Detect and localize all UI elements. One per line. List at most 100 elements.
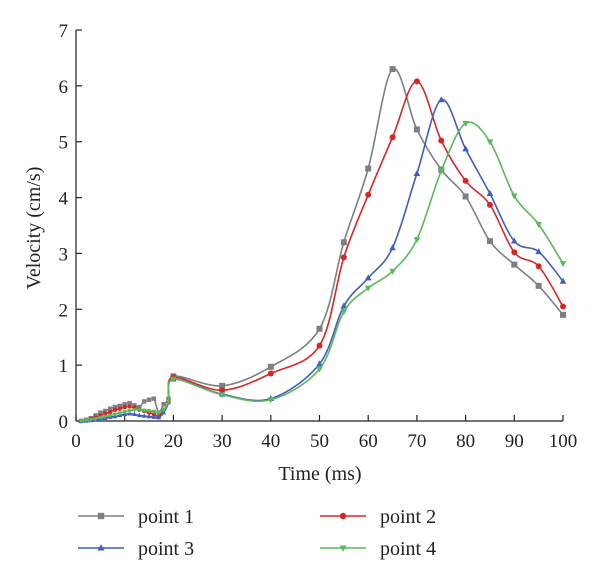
data-point	[93, 417, 98, 422]
data-point	[112, 407, 118, 413]
data-point	[462, 120, 469, 127]
data-point	[127, 409, 132, 414]
data-point	[486, 201, 493, 208]
series-layer	[78, 66, 567, 424]
x-tick-label: 40	[261, 431, 280, 452]
data-point	[127, 400, 132, 406]
data-point	[78, 419, 84, 424]
x-tick-label: 90	[505, 431, 524, 452]
series-point-2	[78, 78, 566, 424]
legend: point 1 point 2 point 3 point 4	[78, 506, 436, 560]
data-point	[340, 309, 348, 316]
data-point	[161, 402, 166, 407]
data-point	[511, 193, 518, 200]
data-point	[267, 370, 274, 377]
legend-item-point-4: point 4	[320, 538, 436, 560]
data-point	[267, 363, 274, 370]
data-point	[146, 413, 152, 419]
data-point	[389, 244, 396, 251]
data-point	[132, 411, 137, 417]
data-point	[83, 418, 89, 424]
data-point	[102, 414, 108, 420]
data-point	[437, 96, 445, 103]
data-point	[413, 237, 421, 244]
data-point	[438, 137, 445, 144]
data-point	[218, 392, 226, 399]
data-point	[559, 277, 567, 284]
data-point	[122, 404, 127, 410]
data-point	[137, 404, 142, 410]
y-tick-label: 2	[59, 300, 69, 321]
data-point	[146, 397, 152, 402]
data-point	[151, 396, 157, 401]
data-point	[107, 409, 113, 415]
axes: 0 10 20 30 40 50 60 70 80 90 100 0 1 2 3 4 5 6 7	[59, 21, 578, 452]
data-point	[559, 261, 567, 268]
x-tick-label: 20	[164, 431, 183, 452]
data-point	[535, 282, 542, 289]
data-point	[117, 406, 123, 411]
y-tick-label: 3	[59, 244, 69, 265]
x-tick-label: 100	[549, 431, 578, 452]
data-point	[535, 248, 542, 255]
data-point	[146, 409, 152, 414]
data-point	[93, 413, 98, 418]
y-tick-label: 7	[59, 21, 69, 42]
data-point	[122, 402, 127, 407]
x-tick-label: 70	[407, 431, 426, 452]
data-point	[151, 409, 157, 415]
data-point	[166, 399, 171, 405]
data-point	[136, 412, 142, 418]
y-tick-label: 4	[59, 189, 69, 210]
data-point	[151, 412, 157, 417]
data-point	[365, 165, 372, 172]
legend-label: point 3	[138, 538, 194, 560]
data-point	[161, 408, 167, 413]
data-point	[511, 249, 518, 256]
y-tick-label: 6	[59, 77, 69, 98]
data-point	[132, 408, 137, 413]
data-point	[365, 191, 372, 198]
data-point	[88, 418, 94, 423]
y-tick-label: 5	[59, 133, 69, 154]
data-point	[560, 311, 566, 318]
series-point-3	[78, 96, 567, 423]
data-point	[486, 139, 494, 146]
legend-marker	[97, 512, 105, 520]
legend-item-point-2: point 2	[320, 506, 436, 528]
data-point	[117, 411, 123, 416]
legend-label: point 4	[380, 538, 436, 560]
data-point	[98, 410, 103, 415]
data-point	[267, 397, 275, 404]
data-point	[462, 145, 469, 152]
data-point	[340, 254, 347, 261]
data-point	[535, 263, 542, 270]
series-point-4	[78, 120, 567, 424]
legend-item-point-3: point 3	[78, 538, 194, 560]
data-point	[462, 193, 469, 200]
data-point	[462, 177, 469, 184]
data-point	[560, 303, 566, 310]
series-line	[80, 99, 564, 422]
data-point	[413, 169, 421, 176]
data-point	[112, 404, 118, 410]
y-tick-label: 1	[59, 356, 69, 377]
data-point	[151, 414, 157, 419]
data-point	[107, 413, 113, 419]
data-point	[170, 376, 177, 383]
legend-marker	[97, 544, 105, 551]
data-point	[156, 410, 162, 416]
series-line	[80, 121, 564, 422]
data-point	[389, 134, 396, 141]
data-point	[97, 415, 103, 421]
x-tick-label: 0	[71, 431, 81, 452]
data-point	[364, 285, 372, 292]
data-point	[219, 387, 226, 394]
legend-label: point 1	[138, 506, 194, 528]
y-tick-label: 0	[59, 412, 69, 433]
data-point	[141, 413, 147, 418]
data-point	[122, 410, 128, 415]
data-point	[156, 415, 162, 420]
data-point	[389, 66, 396, 73]
